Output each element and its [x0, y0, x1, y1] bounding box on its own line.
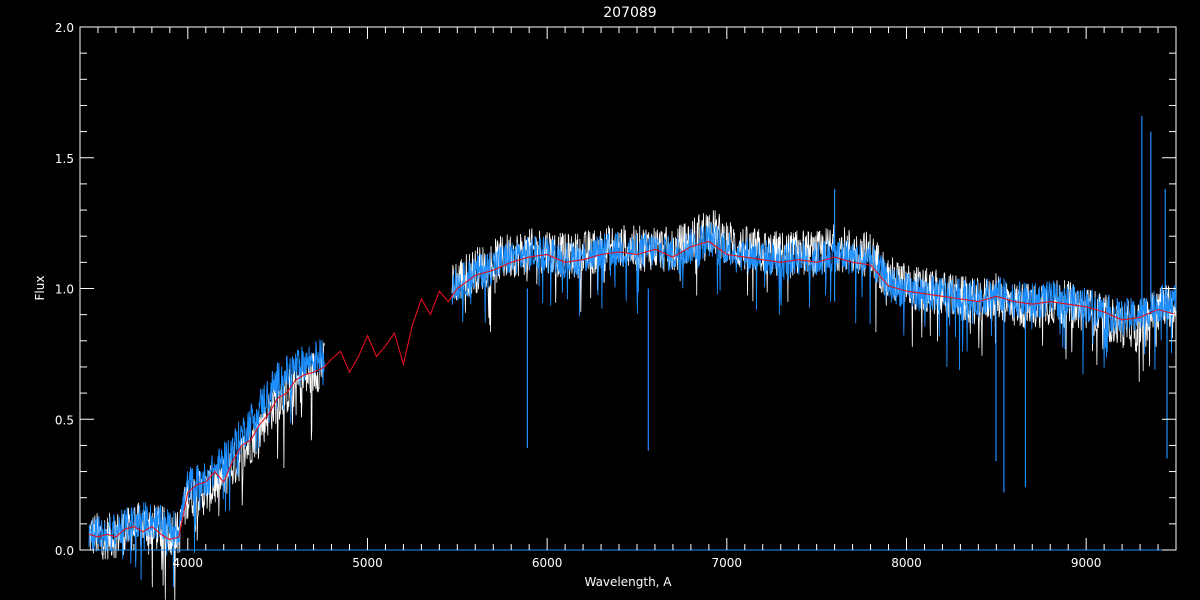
series-2-line [88, 240, 1177, 541]
x-tick-label: 5000 [352, 556, 383, 570]
axes-layer: 4000 5000 6000 7000 8000 9000 0.0 0.5 1.0 1.5 2.0 [55, 21, 1177, 570]
y-tick-label: 0.0 [55, 544, 74, 558]
x-tick-label: 9000 [1071, 556, 1102, 570]
series-1 [88, 115, 1177, 588]
y-tick-label: 1.0 [55, 283, 74, 297]
x-tick-label: 7000 [712, 556, 743, 570]
series-0-segment-0 [88, 342, 325, 600]
series-2 [88, 240, 1177, 541]
plot-area [79, 26, 1177, 551]
y-axis-label: Flux [33, 276, 47, 301]
series-layer [88, 115, 1177, 600]
x-tick-label: 6000 [532, 556, 563, 570]
series-1-segment-1 [451, 222, 1177, 375]
x-tick-label: 8000 [891, 556, 922, 570]
y-tick-label: 1.5 [55, 152, 74, 166]
plot-frame [79, 26, 1177, 551]
chart-title: 207089 [603, 5, 656, 21]
x-tick-label: 4000 [173, 556, 204, 570]
x-axis-label: Wavelength, A [584, 575, 672, 589]
y-tick-label: 2.0 [55, 21, 74, 35]
y-tick-label: 0.5 [55, 413, 74, 427]
